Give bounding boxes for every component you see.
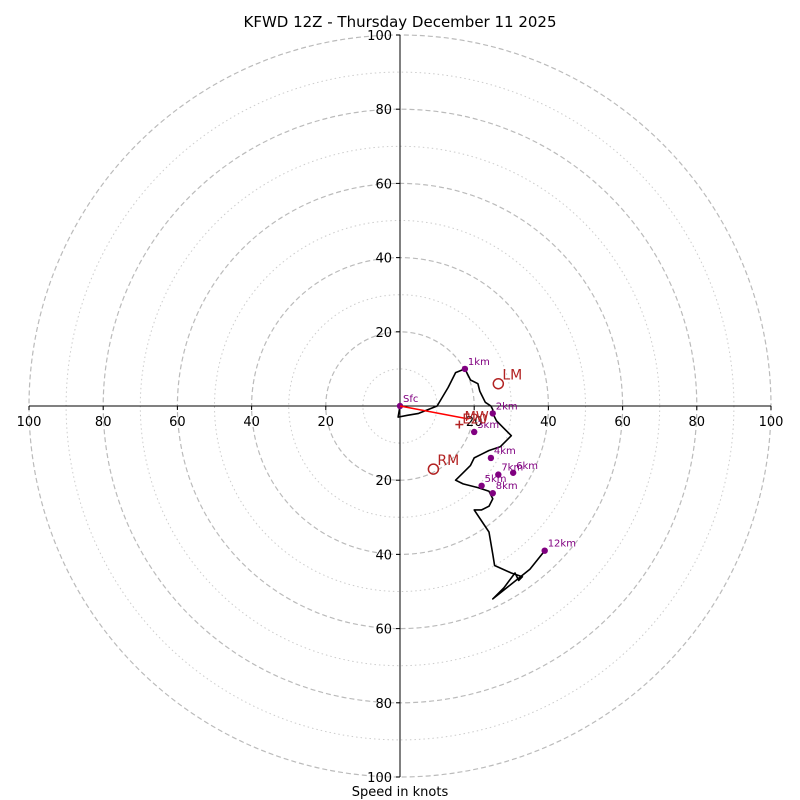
y-tick-label: 60 xyxy=(375,177,392,192)
height-label-3km: 3km xyxy=(477,420,499,431)
x-tick-label: 80 xyxy=(689,415,706,430)
storm-motion-label-rm: RM xyxy=(437,453,459,469)
wind-profile xyxy=(397,368,546,600)
height-label-2km: 2km xyxy=(496,401,518,412)
height-marker-6km xyxy=(509,469,517,476)
y-tick-label: 40 xyxy=(375,252,392,267)
height-label-sfc: Sfc xyxy=(403,394,418,405)
height-marker-5km xyxy=(478,482,485,489)
height-label-6km: 6km xyxy=(516,461,538,472)
y-tick-label: 80 xyxy=(375,103,392,118)
height-marker-8km xyxy=(489,489,496,497)
height-marker-12km xyxy=(541,547,548,554)
x-tick-label: 40 xyxy=(243,415,260,430)
x-tick-label: 40 xyxy=(540,415,557,430)
mean-wind-vector xyxy=(399,405,469,420)
height-label-1km: 1km xyxy=(468,357,490,368)
height-marker-1km xyxy=(461,365,469,373)
y-tick-label: 100 xyxy=(367,29,392,44)
height-marker-3km xyxy=(471,428,478,436)
x-tick-label: 20 xyxy=(318,415,335,430)
x-tick-label: 60 xyxy=(614,415,631,430)
x-tick-label: 20 xyxy=(466,415,483,430)
storm-motion-marker-rm xyxy=(427,463,440,475)
height-marker-2km xyxy=(489,410,496,417)
height-marker-7km xyxy=(495,471,502,478)
tick-labels: 100 100 80 80 60 60 40 40 20 20 20 20 40 40 60 60 80 80 10… xyxy=(17,29,784,786)
y-tick-label: 20 xyxy=(375,326,392,341)
height-label-7km: 7km xyxy=(501,463,523,474)
y-tick-label: 20 xyxy=(375,474,392,489)
y-tick-label: 60 xyxy=(375,623,392,638)
x-tick-label: 80 xyxy=(95,415,112,430)
y-tick-label: 100 xyxy=(367,771,392,786)
x-axis-label: Speed in knots xyxy=(352,785,449,800)
wind-profile-trace xyxy=(397,368,546,600)
height-label-8km: 8km xyxy=(496,481,518,492)
x-tick-label: 100 xyxy=(759,415,784,430)
y-tick-label: 80 xyxy=(375,697,392,712)
storm-motion-label-lm: LM xyxy=(502,368,522,384)
height-marker-4km xyxy=(487,454,495,462)
height-label-5km: 5km xyxy=(485,474,507,485)
x-tick-label: 100 xyxy=(17,415,42,430)
chart-title: KFWD 12Z - Thursday December 11 2025 xyxy=(243,13,556,31)
height-label-12km: 12km xyxy=(548,539,576,550)
height-label-4km: 4km xyxy=(494,446,516,457)
effective-layer-label: E20 xyxy=(462,413,487,428)
storm-motion-marker-lm xyxy=(492,377,505,390)
mean-wind-label: MW xyxy=(465,410,489,425)
y-tick-label: 40 xyxy=(375,548,392,563)
x-tick-label: 60 xyxy=(169,415,186,430)
